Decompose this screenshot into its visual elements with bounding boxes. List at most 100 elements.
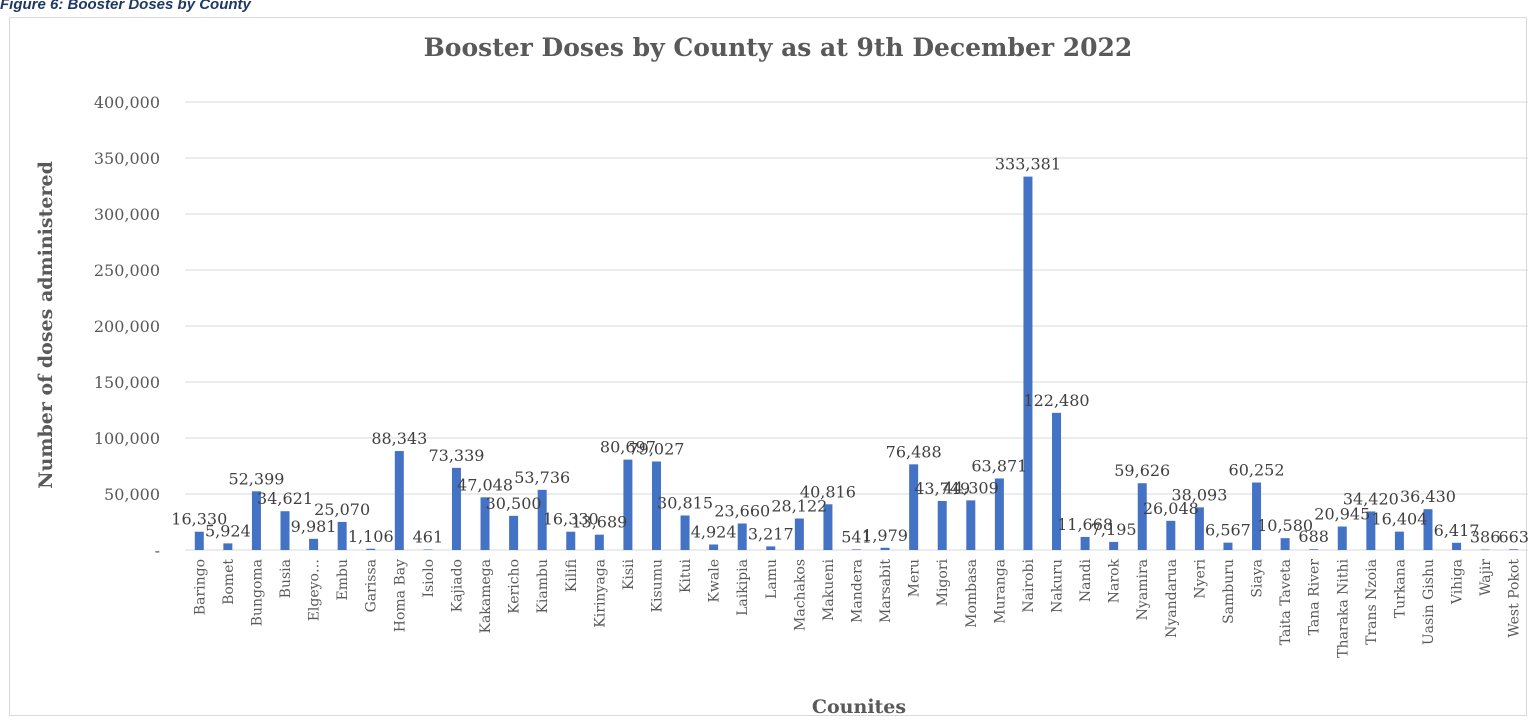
bar [337,521,347,550]
bar [509,515,519,550]
bar [423,549,433,550]
y-tick-label: 50,000 [104,485,160,504]
data-label: 60,252 [1229,461,1285,480]
data-label: 9,981 [291,517,337,536]
data-label: 52,399 [228,469,284,488]
data-label: 4,924 [691,522,737,541]
x-tick-label: Kitui [678,558,694,593]
chart-title: Booster Doses by County as at 9th Decemb… [424,33,1133,62]
data-label: 26,048 [1143,499,1199,518]
bar [680,515,690,550]
x-tick-label: Kirinyaga [592,559,608,628]
bar [909,464,919,550]
bar [823,504,833,550]
data-label: 76,488 [886,442,942,461]
x-tick-label: Nyamira [1135,559,1151,620]
bar [1280,538,1290,550]
data-label: 23,660 [714,502,770,521]
bar [1223,542,1233,550]
y-tick-labels: - 50,000 100,000 150,000 200,000 250,000 300,0… [94,93,160,560]
bar [737,523,747,550]
gridlines [185,101,1528,551]
y-tick-label: - [155,541,160,560]
x-tick-label: Nakuru [1050,559,1066,613]
bar [1366,511,1376,550]
bar [1166,520,1176,550]
bar [451,467,461,550]
y-tick-label: 250,000 [94,261,160,280]
data-label: 40,816 [800,482,856,501]
bar [251,491,261,550]
data-label: 13,689 [571,513,627,532]
data-label: 16,404 [1371,510,1427,529]
x-tick-label: Lamu [764,559,780,599]
x-tick-label: Turkana [1392,559,1408,618]
bar [1394,531,1404,550]
x-tick-label: Kiambu [535,559,551,614]
data-labels: 16,3305,92452,39934,6219,98125,0701,1068… [171,155,1529,547]
bar [623,459,633,550]
y-tick-label: 100,000 [94,429,160,448]
bar [223,543,233,550]
x-tick-label: Samburu [1221,559,1237,624]
bar [594,534,604,550]
data-label: 16,330 [171,510,227,529]
x-tick-label: Taita Taveta [1278,559,1294,645]
data-label: 44,309 [943,478,999,497]
x-tick-label: Migori [935,558,951,606]
x-tick-label: Bungoma [249,559,265,626]
data-label: 5,924 [205,521,251,540]
x-tick-label: Kisii [621,558,637,590]
bar [366,548,376,550]
bar [1423,509,1433,550]
x-tick-label: Kisumu [649,559,665,612]
y-tick-label: 350,000 [94,149,160,168]
bar [766,546,776,550]
bar [937,501,947,550]
x-tick-label: Uasin Gishu [1421,559,1437,645]
x-tick-label: Trans Nzoia [1364,559,1380,645]
data-label: 541 [841,527,872,546]
x-tick-label: Marsabit [878,559,894,623]
x-tick-label: Tana River [1307,559,1323,636]
x-tick-label: Kwale [707,559,723,603]
y-tick-label: 150,000 [94,373,160,392]
data-label: 1,106 [348,527,394,546]
x-tick-label: Tharaka Nithi [1335,558,1351,657]
x-tick-label: Nandi [1078,558,1094,602]
x-tick-label: Siaya [1250,559,1266,598]
x-tick-label: Isiolo [421,559,437,598]
data-label: 36,430 [1400,487,1456,506]
bar [880,547,890,550]
data-label: 30,500 [486,494,542,513]
bar [1337,526,1347,550]
bar [1309,549,1319,550]
data-label: 16,330 [543,510,599,529]
bar [794,518,804,550]
x-tick-label: Muranga [992,559,1008,624]
data-label: 6,417 [1434,521,1480,540]
data-label: 7,195 [1091,520,1137,539]
y-axis-title: Number of doses administered [35,161,57,489]
x-tick-label: Makueni [821,558,837,620]
bar [1052,412,1062,550]
data-label: 38,093 [1171,485,1227,504]
x-tick-label: Garissa [364,559,380,612]
data-label: 663 [1498,527,1529,546]
x-tick-label: Embu [335,559,351,600]
data-label: 47,048 [457,475,513,494]
x-tick-label: Meru [907,559,923,597]
bar [1509,549,1519,550]
bar [1194,507,1204,550]
bar [480,497,490,550]
x-tick-label: Laikipia [735,559,751,616]
x-tick-label: Nairobi [1021,558,1037,612]
x-tick-label: Wajir [1478,559,1494,596]
x-axis-title: Counites [812,696,906,718]
bar [280,511,290,550]
bar [537,489,547,550]
data-label: 34,621 [257,489,313,508]
bar [1252,482,1262,550]
x-tick-labels: Baringo Bomet Bungoma Busia Elgeyo… Embu Garis… [192,558,1522,658]
